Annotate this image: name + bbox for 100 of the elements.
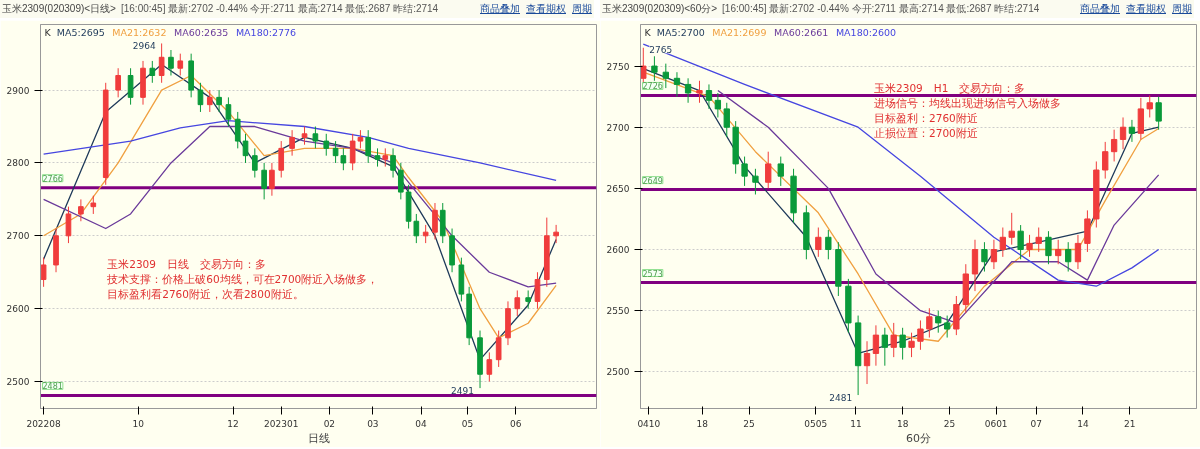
ref-line-label: 2726	[642, 82, 663, 92]
candlestick	[90, 195, 97, 215]
candlestick	[752, 168, 759, 195]
candlestick	[534, 271, 541, 310]
candlestick	[673, 71, 681, 98]
y-tick-label: 2500	[606, 367, 630, 378]
y-tick-label: 2550	[606, 306, 630, 317]
candlestick	[413, 213, 420, 244]
candlestick	[943, 315, 951, 339]
candlestick	[332, 140, 339, 164]
line-series	[42, 125, 557, 288]
candlestick	[777, 156, 784, 187]
candlestick	[926, 307, 933, 339]
x-axis-title: 60分	[906, 431, 931, 445]
candlestick	[374, 147, 381, 168]
candlestick	[1017, 224, 1024, 260]
y-tick-label: 2600	[6, 304, 30, 315]
text: MA21:2699	[712, 26, 767, 38]
x-axis-title: 日线	[307, 431, 330, 445]
candlestick	[1074, 234, 1082, 270]
text: 周期	[572, 3, 592, 14]
ref-line-label: 2481	[42, 382, 63, 392]
candlestick	[177, 53, 184, 77]
candlestick	[990, 239, 998, 270]
text: MA5:2695	[56, 26, 105, 38]
candlestick	[149, 60, 156, 84]
annotation: 技术支撑：价格上破60均线，可在2700附近入场做多，	[106, 273, 379, 286]
candlestick	[495, 330, 502, 368]
candlestick	[269, 162, 275, 197]
candlestick	[115, 67, 121, 98]
x-tick-label: 11	[850, 418, 862, 429]
x-tick-label: 14	[1077, 418, 1089, 429]
candlestick	[390, 147, 396, 179]
annotation: 2491	[451, 385, 475, 396]
ref-line-label: 2766	[42, 174, 63, 184]
candlestick	[197, 82, 204, 113]
y-tick-label: 2700	[606, 122, 630, 133]
candlestick	[1026, 234, 1033, 258]
x-tick-label: 202301	[264, 418, 299, 429]
x-tick-label: 202208	[26, 418, 62, 429]
candlestick	[78, 198, 84, 222]
candlestick	[251, 147, 258, 179]
candlestick	[40, 257, 47, 288]
candlestick	[312, 126, 319, 149]
annotation: 2765	[649, 45, 673, 56]
y-tick-label: 2800	[6, 158, 30, 169]
text: MA180:2776	[235, 26, 297, 38]
x-tick-label: 07	[1030, 418, 1042, 429]
text: 查看期权	[526, 3, 566, 14]
x-tick-label: 0410	[637, 418, 661, 429]
candlestick	[278, 140, 285, 179]
candlestick	[1146, 94, 1153, 118]
candlestick	[225, 96, 232, 128]
candlestick	[1055, 239, 1062, 265]
candlestick	[696, 80, 703, 104]
chart-title: 玉米2309(020309)<60分>	[602, 3, 718, 14]
candlestick	[872, 324, 880, 367]
candlestick	[765, 151, 772, 189]
annotation: 2964	[132, 40, 156, 51]
x-tick-label: 06	[510, 418, 522, 429]
candlestick	[1035, 227, 1042, 253]
annotation: 目标盈利：2760附近	[874, 111, 978, 124]
annotation: 止损位置：2700附近	[874, 126, 978, 139]
x-tick-label: 21	[1123, 418, 1136, 429]
candlestick	[723, 102, 730, 138]
candlestick	[1110, 129, 1118, 162]
chart-subtitle: [16:00:45] 最新:2702 -0.44% 今开:2711 最高:2714 最低:2687 昨结:2714	[120, 3, 439, 14]
x-tick-label: 18	[696, 418, 709, 429]
x-tick-label: 04	[415, 418, 427, 429]
x-tick-label: 0601	[984, 418, 1008, 429]
text: MA5:2700	[656, 26, 705, 38]
y-tick-label: 2700	[6, 231, 30, 242]
candlestick	[365, 129, 372, 164]
candlestick	[1008, 212, 1015, 246]
chart-subtitle: [16:00:45] 最新:2702 -0.44% 今开:2711 最高:2714 最低:2687 昨结:2714	[722, 3, 1040, 14]
candlestick	[917, 319, 924, 351]
candlestick	[741, 156, 748, 187]
candlestick	[825, 229, 832, 260]
candlestick	[662, 63, 669, 89]
line-series	[642, 43, 1160, 287]
candlestick	[206, 89, 213, 113]
candlestick	[1045, 230, 1052, 265]
y-tick-label: 2650	[606, 183, 630, 194]
x-tick-label: 10	[132, 418, 145, 429]
x-tick-label: 02	[323, 418, 336, 429]
x-tick-label: 03	[367, 418, 379, 429]
candlestick	[1128, 119, 1136, 143]
annotation: 玉米2309 H1 交易方向：多	[874, 81, 1026, 94]
candlestick	[382, 147, 389, 168]
chart-title: 玉米2309(020309)<日线>	[2, 3, 116, 14]
candlestick	[1119, 116, 1127, 150]
candlestick	[242, 133, 249, 164]
candlestick	[127, 67, 134, 106]
text: 商品叠加	[1080, 3, 1120, 14]
x-tick-label: 05	[461, 418, 474, 429]
candlestick	[323, 133, 330, 157]
text: MA60:2635	[174, 26, 229, 38]
text: 查看期权	[1126, 3, 1166, 14]
candlestick	[216, 89, 222, 113]
candlestick	[684, 77, 692, 104]
